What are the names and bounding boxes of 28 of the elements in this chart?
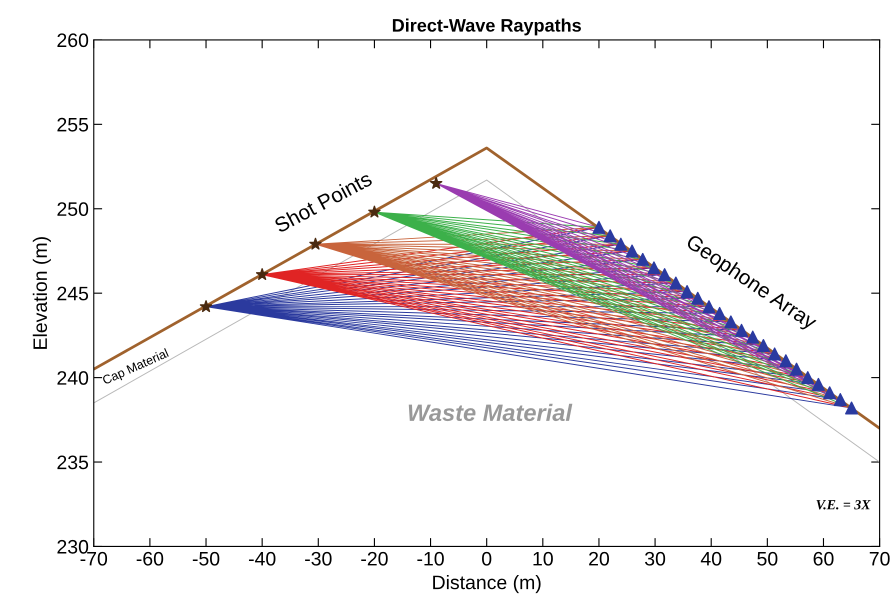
x-tick-label: -20	[361, 552, 388, 566]
x-tick-label: 30	[645, 552, 666, 566]
annotation: Shot Points	[273, 170, 373, 234]
x-tick-label: -40	[248, 552, 276, 566]
y-tick-label: 245	[57, 286, 88, 300]
x-tick-label: -70	[80, 552, 108, 566]
x-tick-label: 10	[533, 552, 553, 566]
y-tick-label: 230	[57, 540, 88, 554]
x-tick-label: -50	[192, 552, 220, 566]
annotation: Waste Material	[408, 404, 572, 422]
y-tick-label: 250	[57, 202, 88, 216]
y-tick-label: 240	[57, 371, 88, 385]
annotation: V.E. = 3X	[816, 500, 871, 510]
x-axis-title: Distance (m)	[433, 575, 541, 594]
x-tick-label: 0	[482, 552, 492, 566]
y-tick-label: 255	[57, 118, 88, 132]
x-tick-label: -30	[305, 552, 332, 566]
x-tick-label: 70	[870, 552, 890, 566]
chart-title: Direct-Wave Raypaths	[392, 18, 581, 36]
x-tick-label: 40	[700, 552, 722, 566]
x-tick-label: 60	[814, 552, 834, 566]
y-tick-label: 260	[57, 33, 88, 48]
x-tick-label: 20	[589, 552, 609, 566]
y-axis-title: Elevation (m)	[32, 237, 51, 349]
y-tick-label: 235	[57, 456, 88, 470]
x-tick-label: -10	[417, 552, 444, 566]
x-tick-label: -60	[136, 552, 164, 566]
x-tick-label: 50	[757, 552, 778, 566]
